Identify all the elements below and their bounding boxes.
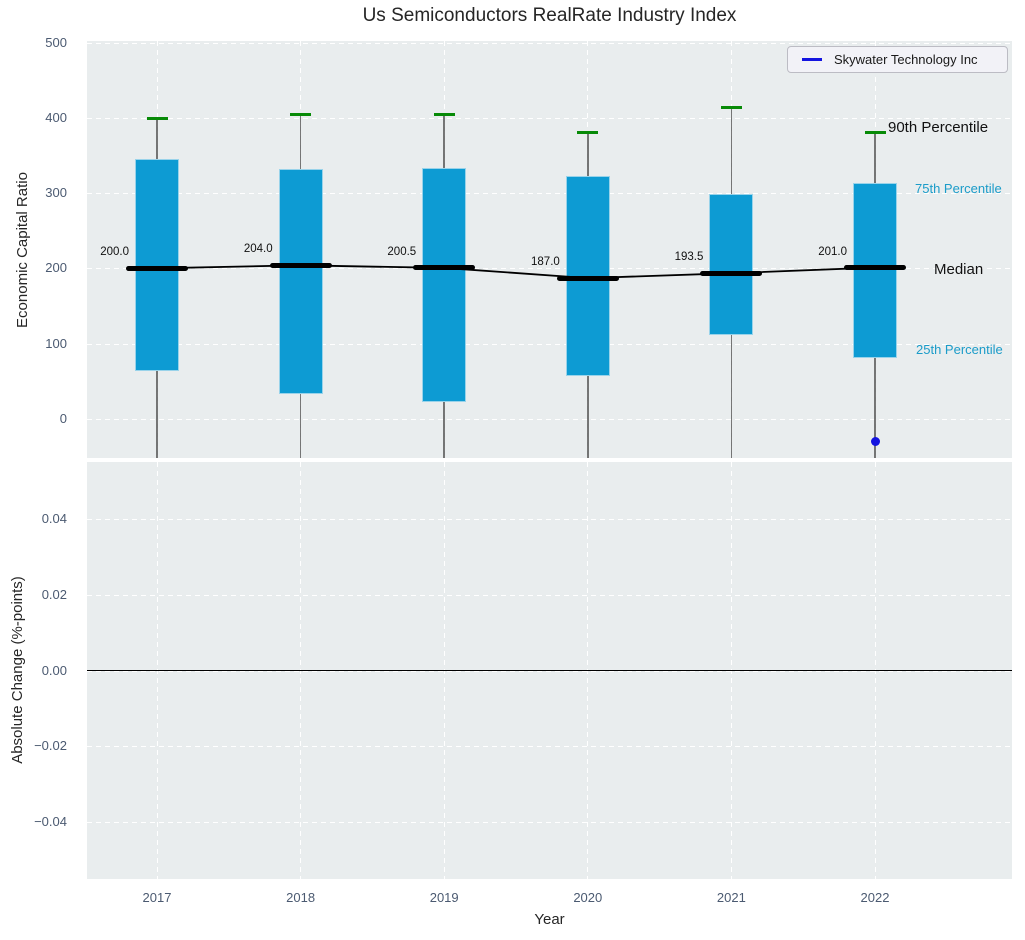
median-value-label-2021: 193.5 xyxy=(674,251,704,264)
top-y-tick-200: 200 xyxy=(45,260,67,276)
p90-cap-2022 xyxy=(864,131,886,135)
top-panel-economic-capital-ratio: 200.0 204.0 200.5 187.0 193.5 201.0 xyxy=(87,41,1012,458)
top-gridline-y400 xyxy=(87,117,1012,119)
top-y-tick-400: 400 xyxy=(45,109,67,125)
p90-cap-2019 xyxy=(433,112,455,116)
legend-line-swatch xyxy=(802,58,822,61)
x-tick-2022: 2022 xyxy=(860,890,890,905)
legend-label: Skywater Technology Inc xyxy=(834,52,978,67)
bottom-gridline-y0.02 xyxy=(87,594,1012,596)
median-marker-2020 xyxy=(556,275,619,281)
iqr-box-2019 xyxy=(422,168,467,402)
x-tick-2020: 2020 xyxy=(573,890,603,905)
bottom-panel-absolute-change xyxy=(87,462,1012,879)
annotation-25th-percentile: 25th Percentile xyxy=(916,342,1003,357)
median-marker-2021 xyxy=(700,270,763,276)
chart-title: Us Semiconductors RealRate Industry Inde… xyxy=(362,5,737,26)
top-gridline-y100 xyxy=(87,343,1012,345)
x-tick-2018: 2018 xyxy=(286,890,316,905)
x-tick-2019: 2019 xyxy=(429,890,459,905)
annotation-median: Median xyxy=(934,261,984,278)
bottom-gridline-y0.04 xyxy=(87,518,1012,520)
annotation-90th-percentile: 90th Percentile xyxy=(888,119,989,136)
median-marker-2019 xyxy=(413,265,476,271)
top-gridline-y0 xyxy=(87,418,1012,420)
x-tick-2021: 2021 xyxy=(716,890,746,905)
median-value-label-2018: 204.0 xyxy=(243,243,273,256)
top-gridline-y500 xyxy=(87,42,1012,44)
x-axis-label: Year xyxy=(534,911,565,928)
top-y-tick-500: 500 xyxy=(45,34,67,50)
median-value-label-2022: 201.0 xyxy=(818,245,847,258)
median-marker-2018 xyxy=(269,262,332,268)
median-value-label-2020: 187.0 xyxy=(531,256,560,269)
bottom-y-tick-−0.02: −0.02 xyxy=(34,738,67,754)
top-y-tick-300: 300 xyxy=(45,185,67,201)
bottom-y-tick-0.04: 0.04 xyxy=(41,510,67,526)
iqr-box-2022 xyxy=(853,182,897,358)
p90-cap-2018 xyxy=(290,113,312,117)
median-marker-2017 xyxy=(126,265,188,271)
annotation-75th-percentile: 75th Percentile xyxy=(915,181,1002,196)
iqr-box-2021 xyxy=(709,193,754,335)
p90-cap-2020 xyxy=(577,130,599,134)
bottom-gridline-y−0.02 xyxy=(87,746,1012,748)
bottom-y-tick-0.02: 0.02 xyxy=(41,586,67,602)
median-value-label-2019: 200.5 xyxy=(387,245,417,258)
x-tick-2017: 2017 xyxy=(142,890,172,905)
top-y-tick-0: 0 xyxy=(59,410,67,426)
p90-cap-2021 xyxy=(720,106,742,110)
zero-reference-line xyxy=(87,669,1012,672)
bottom-y-tick-−0.04: −0.04 xyxy=(34,814,67,830)
p90-cap-2017 xyxy=(146,117,168,121)
median-marker-2022 xyxy=(844,265,906,271)
top-gridline-y300 xyxy=(87,193,1012,195)
top-y-tick-100: 100 xyxy=(45,335,67,351)
skywater-data-point xyxy=(870,436,880,446)
legend: Skywater Technology Inc xyxy=(787,46,1008,73)
median-value-label-2017: 200.0 xyxy=(100,246,129,259)
iqr-box-2018 xyxy=(278,168,323,394)
iqr-box-2017 xyxy=(135,159,179,371)
top-gridline-y200 xyxy=(87,268,1012,270)
bottom-gridline-y−0.04 xyxy=(87,822,1012,824)
bottom-y-tick-0.00: 0.00 xyxy=(41,662,67,678)
